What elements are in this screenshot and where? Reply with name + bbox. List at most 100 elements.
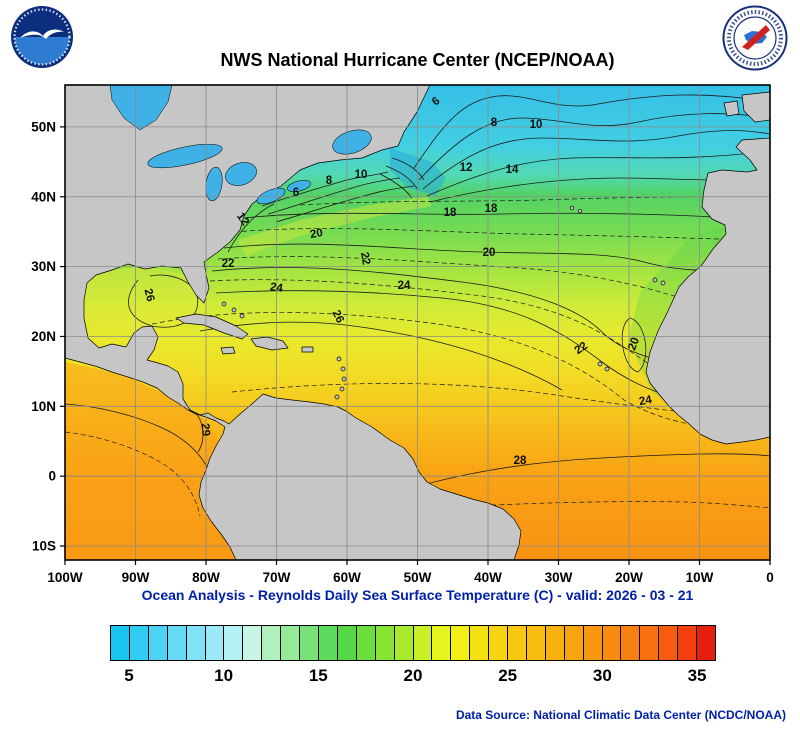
page-title: NWS National Hurricane Center (NCEP/NOAA… [220,50,615,70]
colorbar-cell [224,626,244,660]
nws-logo [722,5,788,76]
colorbar-cell [300,626,319,660]
colorbar [110,625,716,661]
land-americas [65,85,522,560]
colorbar-cell [111,626,130,660]
contour-label: 24 [638,394,653,408]
colorbar-cell [451,626,471,660]
x-axis-tick-label: 40W [474,570,502,585]
colorbar-cell [659,626,679,660]
colorbar-tick-label: 30 [592,666,612,685]
contour-label: 8 [491,117,498,129]
island-dot [660,280,666,286]
island-jamaica [220,346,236,355]
colorbar-tick-label: 5 [124,666,134,685]
colorbar-scale: 5 10 15 20 25 30 35 [110,666,716,688]
contour-label: 28 [514,455,527,467]
colorbar-cell [470,626,490,660]
contour-label: 20 [626,336,642,352]
colorbar-cell [697,626,715,660]
colorbar-cell [526,626,546,660]
x-axis-tick-label: 100W [47,570,83,585]
island-dot [221,301,227,307]
contour-label: 22 [358,251,372,266]
island-puerto-rico [301,346,314,353]
red-banner-icon [742,25,770,50]
colorbar-cell [432,626,452,660]
colorbar-tick-label: 15 [308,666,328,685]
seagull-icon [20,29,64,39]
contour-label: 10 [355,169,368,181]
x-axis-tick-label: 50W [404,570,432,585]
island-hispaniola [250,336,289,351]
colorbar-cells [111,626,715,660]
land-ireland [723,100,740,117]
colorbar-cell [489,626,509,660]
lake-erie [256,187,286,205]
x-axis-tick-label: 80W [192,570,220,585]
lake-superior [147,143,223,169]
island-dot [341,376,347,382]
data-source: Data Source: National Climatic Data Cent… [455,708,786,722]
lake-huron [225,162,257,186]
y-axis-tick-label: 20N [31,329,56,344]
colorbar-cell [262,626,282,660]
colorbar-cell [545,626,565,660]
x-axis-tick-label: 20W [615,570,643,585]
hudson-bay [109,85,173,131]
colorbar-cell [640,626,660,660]
colorbar-cell [564,626,584,660]
island-dot [569,205,575,211]
gulf-of-mexico-overlay [70,268,210,332]
colorbar-cell [583,626,603,660]
contour-label: 26 [141,287,156,302]
island-dot [604,366,610,372]
colorbar-tick-label: 35 [687,666,707,685]
contour-label: 18 [444,207,457,219]
contour-label: 22 [222,258,235,270]
contour-label: 29 [198,423,211,437]
colorbar-cell [186,626,206,660]
colorbar-cell [394,626,414,660]
contour-label: 8 [326,175,333,187]
contour-label: 20 [483,247,496,259]
noaa-emblem-icon [11,6,73,68]
inland-water [109,85,372,205]
x-axis-tick-label: 30W [545,570,573,585]
contour-label: 20 [309,227,324,241]
x-axis-tick-label: 0 [766,570,774,585]
contour-label: 24 [398,280,411,292]
x-axis-tick-label: 60W [333,570,361,585]
x-axis-tick-label: 10W [686,570,714,585]
colorbar-cell [318,626,338,660]
y-axis-tick-label: 10S [32,539,56,554]
gulf-stream-overlay [238,196,432,256]
y-axis-tick-label: 10N [31,399,56,414]
colorbar-cell [337,626,357,660]
island-dot [597,361,603,367]
caption: Ocean Analysis - Reynolds Daily Sea Surf… [141,587,694,603]
land-britain [741,91,770,123]
land-europe-africa [645,137,770,445]
colorbar-cell [281,626,301,660]
axis-labels: 100W 90W 80W 70W 60W 50W 40W 30W 20W 10W 0 50N 40N 30… [31,119,774,585]
colorbar-cell [205,626,225,660]
colorbar-cell [243,626,263,660]
contour-label: 24 [269,281,284,295]
colorbar-cell [413,626,433,660]
island-dot [334,394,340,400]
y-axis-tick-label: 40N [31,189,56,204]
island-dot [577,208,583,214]
contour-label: 6 [293,187,299,199]
colorbar-tick-label: 20 [403,666,423,685]
y-axis-tick-label: 50N [31,119,56,134]
gulf-of-st-lawrence [332,129,372,155]
lake-ontario [287,180,311,192]
x-axis-tick-label: 90W [122,570,150,585]
colorbar-cell [167,626,187,660]
contour-label: 14 [506,164,519,176]
island-dot [336,356,342,362]
island-dot [339,386,345,392]
